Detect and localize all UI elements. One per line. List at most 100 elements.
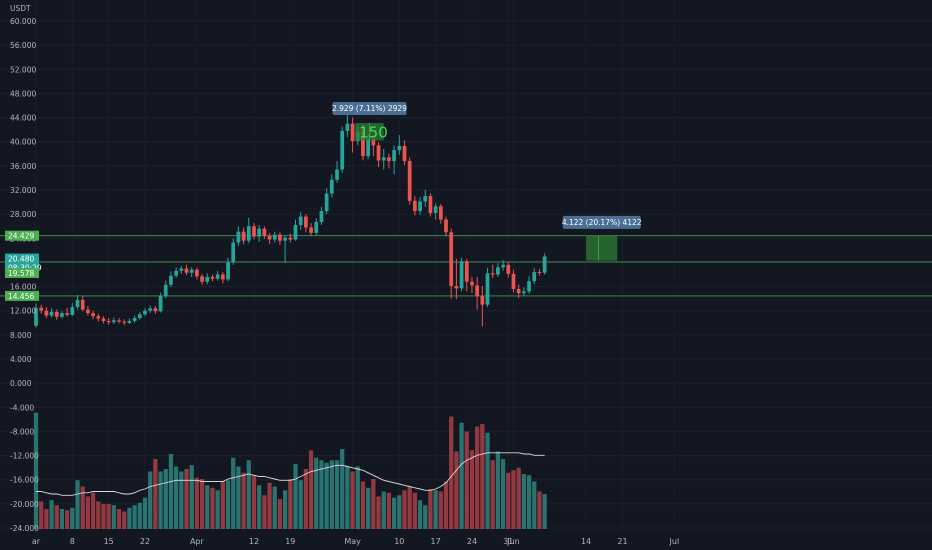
volume-bar [521, 474, 526, 529]
candle-body [527, 281, 531, 292]
volume-bar [257, 485, 262, 529]
candle-body [80, 299, 85, 310]
candle-body [127, 320, 132, 323]
candle-body [226, 262, 230, 280]
y-tick-label: 0.000 [10, 379, 32, 388]
y-tick-label: -12.000 [10, 452, 39, 461]
candle-body [449, 232, 454, 286]
candle-body [366, 139, 371, 157]
x-tick-label: ar [32, 537, 41, 546]
candle-body [501, 264, 505, 268]
x-tick-label: 12 [249, 537, 259, 546]
volume-bar [215, 490, 220, 529]
volume-bar [485, 432, 490, 529]
measure-box-1-value: 150 [359, 124, 388, 142]
candle-body [246, 226, 251, 241]
level-tag-24429-text: 24.429 [8, 232, 34, 241]
candle-body [542, 256, 547, 273]
volume-bar [236, 466, 241, 529]
volume-bar [480, 424, 485, 529]
y-tick-label: 40.000 [10, 138, 36, 147]
volume-bar [220, 481, 225, 529]
current-price-text: 20.480 [8, 255, 34, 264]
price-tag-19578-text: 19.578 [8, 269, 34, 278]
candle-body [122, 321, 127, 323]
volume-bar [132, 505, 137, 529]
candle-body [267, 235, 272, 240]
x-tick-label: 14 [581, 537, 591, 546]
volume-bar [532, 481, 537, 529]
y-tick-label: 16.000 [10, 283, 36, 292]
y-tick-label: 52.000 [10, 65, 36, 74]
volume-bar [495, 451, 501, 529]
volume-bar [111, 505, 116, 529]
volume-bar [376, 496, 381, 529]
volume-bar [355, 466, 360, 529]
volume-bar [168, 454, 174, 529]
volume-bar [350, 471, 355, 529]
volume-bar [516, 467, 521, 529]
candle-body [262, 228, 267, 236]
candle-body [480, 296, 485, 305]
x-tick-label: 8 [70, 537, 75, 546]
y-tick-label: -16.000 [10, 476, 39, 485]
volume-bar [537, 491, 542, 529]
measure-tag-2 [562, 215, 641, 229]
volume-bar [85, 496, 91, 529]
candle-body [153, 308, 158, 312]
candle-body [39, 307, 44, 311]
candle-body [407, 161, 412, 201]
y-tick-label: 36.000 [10, 162, 36, 171]
candle-body [413, 200, 417, 212]
x-tick-label: 31 [503, 537, 513, 546]
y-tick-label: 8.000 [10, 331, 32, 340]
volume-bar [148, 471, 153, 529]
candle-body [195, 269, 199, 277]
volume-bar [417, 500, 423, 529]
volume-bar [210, 487, 215, 529]
measure-tag-2-text: 4.122 (20.17%) 4122 [562, 218, 642, 227]
volume-bar [391, 497, 397, 529]
volume-bar [205, 485, 210, 529]
candle-body [143, 310, 147, 315]
candle-body [438, 206, 443, 220]
candle-body [174, 270, 178, 276]
candle-body [179, 268, 184, 271]
volume-bar [122, 511, 127, 529]
candle-body [241, 231, 246, 241]
volume-bar [303, 469, 309, 529]
volume-bar [225, 480, 231, 529]
volume-bar [282, 490, 288, 529]
currency-label: USDT [10, 4, 31, 13]
volume-bar [163, 469, 168, 529]
volume-bar [246, 460, 251, 529]
candle-body [490, 273, 495, 275]
y-tick-label: 4.000 [10, 355, 32, 364]
volume-bar [500, 459, 506, 529]
volume-bar [288, 479, 293, 529]
level-tag-14456-text: 14.456 [8, 292, 34, 301]
volume-bar [506, 472, 511, 529]
volume-bar [262, 495, 267, 529]
candle-body [381, 157, 386, 161]
candle-body [423, 196, 428, 202]
volume-bar [449, 416, 454, 529]
candle-body [293, 225, 298, 240]
candle-body [91, 313, 95, 317]
volume-bar [475, 426, 480, 529]
candle-body [54, 311, 59, 317]
volume-bar [137, 502, 142, 529]
volume-bar [360, 481, 366, 529]
y-tick-label: -24.000 [10, 524, 39, 533]
candle-body [106, 320, 111, 323]
candle-body [319, 211, 324, 222]
volume-bar [142, 497, 148, 529]
candle-body [220, 274, 225, 280]
volume-bar [267, 482, 272, 529]
candle-body [272, 234, 277, 240]
candle-body [511, 273, 516, 289]
candle-body [361, 131, 365, 157]
volume-bar [54, 505, 59, 529]
x-tick-label: May [344, 537, 361, 546]
